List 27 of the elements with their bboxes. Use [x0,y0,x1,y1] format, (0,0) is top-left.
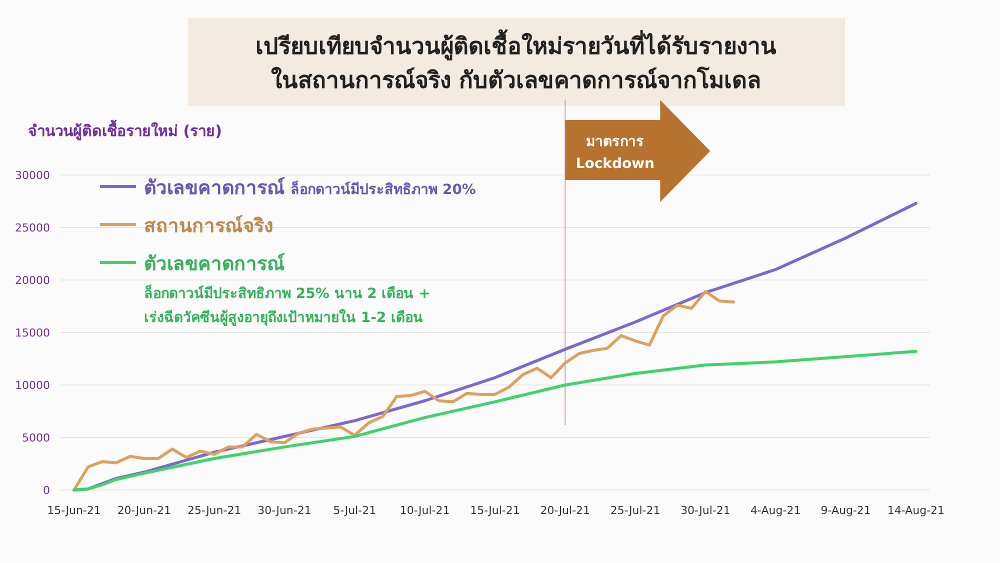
x-tick-label: 25-Jul-21 [610,504,660,517]
legend-label: ตัวเลขคาดการณ์ ล็อกดาวน์มีประสิทธิภาพ 20% [144,177,476,199]
x-tick-label: 15-Jul-21 [470,504,520,517]
legend-label: สถานการณ์จริง [144,215,273,237]
x-tick-label: 15-Jun-21 [47,504,101,517]
y-axis-title: จำนวนผู้ติดเชื้อรายใหม่ (ราย) [28,119,222,141]
y-tick-label: 30000 [15,169,50,182]
x-tick-label: 20-Jun-21 [117,504,172,517]
y-tick-label: 0 [43,484,50,497]
x-tick-label: 14-Aug-21 [887,504,945,517]
x-tick-label: 4-Aug-21 [750,504,801,517]
ref-line-label: มาตรการ Lockdown [576,134,655,172]
x-tick-label: 30-Jun-21 [258,504,312,517]
legend-label: ตัวเลขคาดการณ์ ล็อกดาวน์มีประสิทธิภาพ 25% นาน 2 เดือน + เร่งฉีดวัคซีนผู้สูงอายุถึงเป้าหมายใน 1-2 เดือน [144,253,432,328]
x-tick-label: 10-Jul-21 [400,504,450,517]
x-tick-label: 20-Jul-21 [540,504,590,517]
y-tick-label: 25000 [15,222,50,234]
y-tick-label: 20000 [15,274,50,287]
y-tick-label: 15000 [15,326,50,340]
x-tick-label: 5-Jul-21 [333,504,376,517]
line-series [72,350,918,492]
y-tick-label: 10000 [15,379,50,392]
y-tick-label: 5000 [22,432,50,444]
x-tick-label: 9-Aug-21 [820,504,871,517]
x-tick-label: 30-Jul-21 [680,504,730,517]
x-tick-label: 25-Jun-21 [187,504,242,517]
chart-title: เปรียบเทียบจำนวนผู้ติดเชื้อใหม่รายวันที่ได้รับรายงาน ในสถานการณ์จริง กับตัวเลขคาดการณ์จากโมเดล [256,29,776,94]
